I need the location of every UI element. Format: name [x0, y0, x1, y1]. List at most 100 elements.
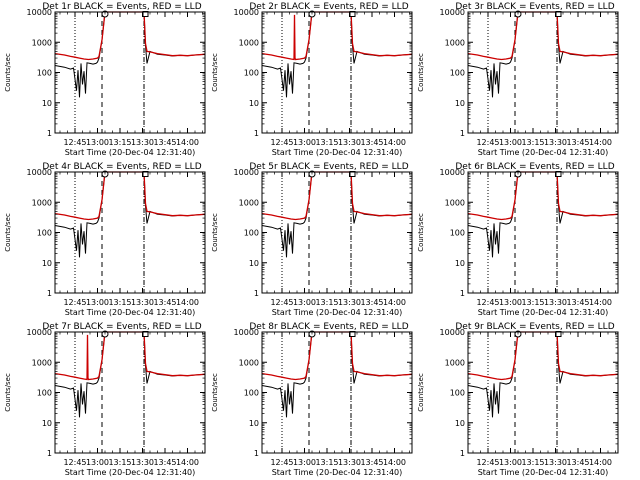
x-tick-label: 12:45	[476, 138, 499, 147]
lld-series-line	[54, 171, 206, 221]
y-tick-label: 100	[37, 69, 52, 78]
x-tick-label: 12:45	[63, 458, 86, 467]
x-tick-label: 13:15	[315, 298, 338, 307]
y-axis-label: Counts/sec	[417, 53, 425, 92]
y-tick-label: 1	[460, 129, 465, 138]
x-tick-label: 14:00	[383, 298, 406, 307]
panel-det-3r: Det 3r BLACK = Events, RED = LLD Counts/s…	[417, 2, 619, 157]
events-series-line	[467, 11, 619, 98]
y-axis-label: Counts/sec	[4, 213, 12, 252]
y-tick-label: 1000	[239, 358, 259, 367]
y-tick-label: 10	[249, 259, 259, 268]
y-tick-label: 10000	[27, 8, 52, 17]
x-axis-label: Start Time (20-Dec-04 12:31:40)	[478, 308, 609, 317]
x-tick-label: 14:00	[383, 458, 406, 467]
x-tick-label: 13:30	[131, 458, 154, 467]
x-axis-label: Start Time (20-Dec-04 12:31:40)	[272, 308, 403, 317]
lld-series-line	[54, 331, 206, 381]
x-tick-label: 13:45	[566, 138, 589, 147]
y-tick-label: 100	[37, 389, 52, 398]
y-tick-label: 10	[249, 419, 259, 428]
x-tick-label: 13:15	[108, 298, 131, 307]
y-tick-label: 1	[254, 129, 259, 138]
x-tick-label: 13:45	[360, 138, 383, 147]
y-axis-label: Counts/sec	[211, 53, 219, 92]
lld-series-line	[54, 11, 206, 61]
panel-title: Det 5r BLACK = Events, RED = LLD	[249, 162, 408, 172]
y-tick-label: 1	[254, 449, 259, 458]
x-axis-label: Start Time (20-Dec-04 12:31:40)	[272, 148, 403, 157]
y-tick-label: 1	[47, 449, 52, 458]
x-tick-label: 13:45	[566, 458, 589, 467]
y-tick-label: 100	[244, 229, 259, 238]
x-tick-label: 13:30	[544, 458, 567, 467]
x-tick-label: 13:45	[360, 298, 383, 307]
panel-title: Det 4r BLACK = Events, RED = LLD	[42, 162, 201, 172]
events-series-line	[261, 171, 413, 258]
y-tick-label: 1000	[239, 198, 259, 207]
x-tick-label: 12:45	[270, 298, 293, 307]
y-tick-label: 10000	[27, 168, 52, 177]
x-tick-label: 13:15	[315, 138, 338, 147]
y-tick-label: 1000	[32, 38, 52, 47]
y-axis-label: Counts/sec	[211, 213, 219, 252]
y-tick-label: 100	[244, 69, 259, 78]
x-tick-label: 14:00	[589, 458, 612, 467]
x-tick-label: 13:00	[293, 298, 316, 307]
y-tick-label: 10000	[234, 8, 259, 17]
y-tick-label: 1000	[445, 198, 465, 207]
lld-series-line	[467, 171, 619, 221]
y-tick-label: 10	[42, 259, 52, 268]
x-axis-label: Start Time (20-Dec-04 12:31:40)	[65, 148, 196, 157]
x-tick-label: 13:45	[153, 458, 176, 467]
x-tick-label: 13:30	[131, 298, 154, 307]
x-tick-label: 13:00	[293, 138, 316, 147]
events-series-line	[54, 171, 206, 258]
y-tick-label: 10	[455, 419, 465, 428]
y-tick-label: 100	[244, 389, 259, 398]
panel-det-8r: Det 8r BLACK = Events, RED = LLD Counts/s…	[211, 322, 413, 477]
y-tick-label: 1	[254, 289, 259, 298]
x-tick-label: 13:00	[86, 138, 109, 147]
y-tick-label: 10000	[234, 168, 259, 177]
lld-series-line	[261, 331, 413, 381]
panel-title: Det 1r BLACK = Events, RED = LLD	[42, 2, 201, 12]
x-tick-label: 14:00	[176, 458, 199, 467]
x-tick-label: 14:00	[589, 138, 612, 147]
x-tick-label: 13:30	[131, 138, 154, 147]
x-tick-label: 13:00	[499, 138, 522, 147]
x-tick-label: 13:15	[315, 458, 338, 467]
x-tick-label: 13:45	[360, 458, 383, 467]
y-tick-label: 1000	[32, 198, 52, 207]
y-axis-label: Counts/sec	[417, 373, 425, 412]
y-tick-label: 10	[42, 99, 52, 108]
x-tick-label: 13:00	[293, 458, 316, 467]
y-axis-label: Counts/sec	[417, 213, 425, 252]
y-tick-label: 1	[460, 289, 465, 298]
x-tick-label: 12:45	[63, 138, 86, 147]
y-tick-label: 1	[47, 289, 52, 298]
panel-det-2r: Det 2r BLACK = Events, RED = LLD Counts/s…	[211, 2, 413, 157]
lld-series-line	[261, 11, 413, 61]
events-series-line	[467, 171, 619, 258]
x-tick-label: 14:00	[176, 138, 199, 147]
events-series-line	[54, 11, 206, 98]
y-tick-label: 1000	[239, 38, 259, 47]
y-tick-label: 10000	[27, 328, 52, 337]
x-tick-label: 13:00	[86, 298, 109, 307]
y-tick-label: 1000	[32, 358, 52, 367]
x-tick-label: 13:30	[338, 298, 361, 307]
events-series-line	[261, 331, 413, 418]
y-tick-label: 10	[42, 419, 52, 428]
y-tick-label: 1	[460, 449, 465, 458]
events-series-line	[54, 331, 206, 418]
x-tick-label: 12:45	[270, 458, 293, 467]
y-tick-label: 100	[450, 229, 465, 238]
events-series-line	[261, 11, 413, 98]
y-axis-label: Counts/sec	[211, 373, 219, 412]
x-tick-label: 13:00	[86, 458, 109, 467]
x-tick-label: 13:15	[108, 458, 131, 467]
x-tick-label: 13:45	[153, 298, 176, 307]
x-axis-label: Start Time (20-Dec-04 12:31:40)	[65, 468, 196, 477]
